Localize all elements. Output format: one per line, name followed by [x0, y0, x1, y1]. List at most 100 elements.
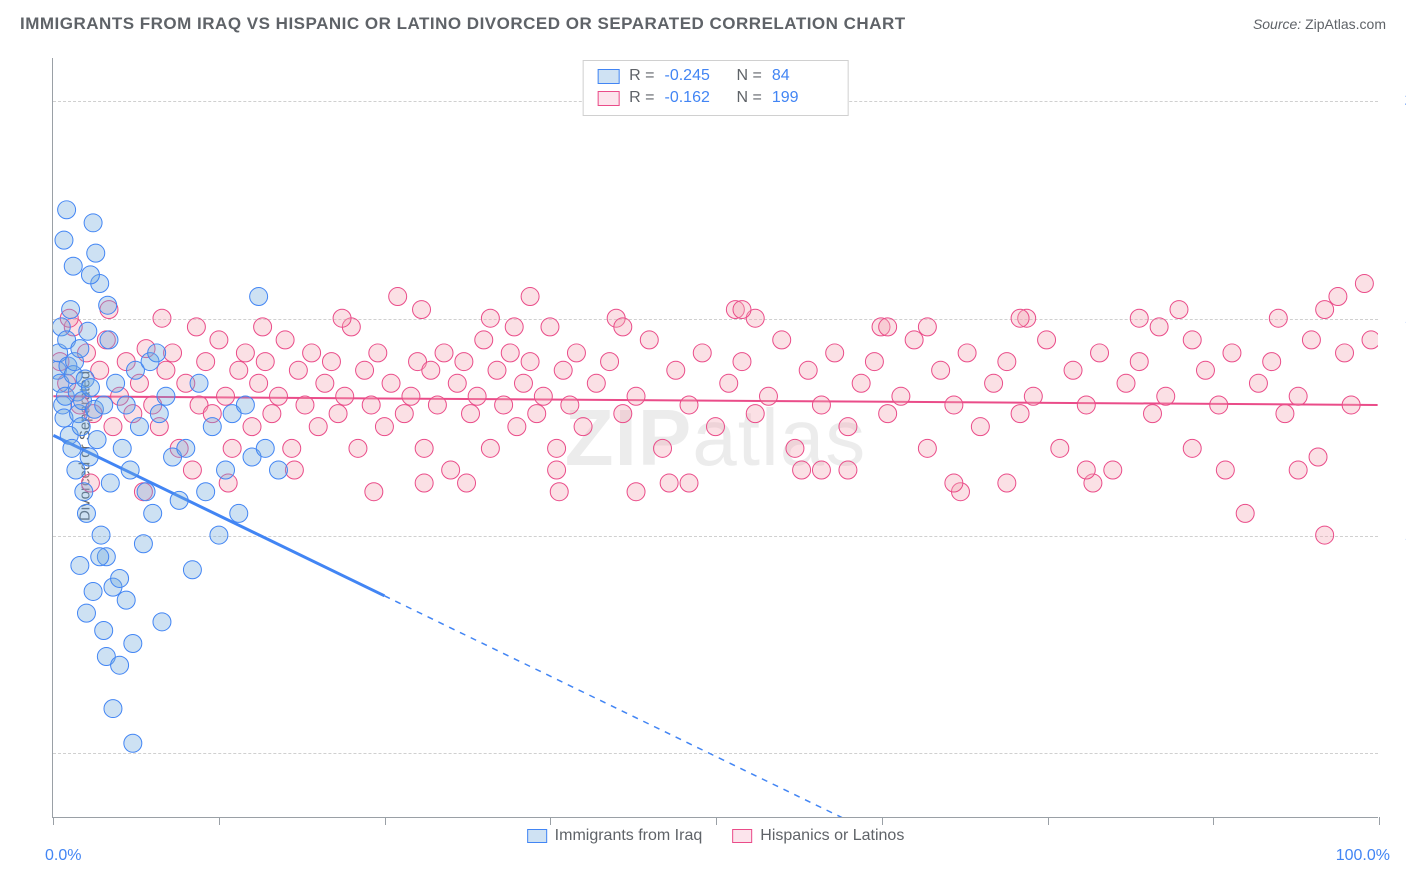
hispanic-point — [1309, 448, 1327, 466]
iraq-point — [99, 296, 117, 314]
hispanic-point — [587, 374, 605, 392]
hispanic-point — [1051, 439, 1069, 457]
hispanic-point — [223, 439, 241, 457]
iraq-point — [134, 535, 152, 553]
iraq-point — [183, 561, 201, 579]
hispanic-point — [263, 405, 281, 423]
hispanic-point — [309, 418, 327, 436]
iraq-point — [144, 504, 162, 522]
hispanic-point — [488, 361, 506, 379]
hispanic-point — [336, 387, 354, 405]
hispanic-point — [1064, 361, 1082, 379]
hispanic-point — [458, 474, 476, 492]
x-tick — [1213, 817, 1214, 825]
hispanic-point — [104, 418, 122, 436]
hispanic-point — [395, 405, 413, 423]
iraq-point — [250, 288, 268, 306]
iraq-point — [84, 214, 102, 232]
hispanic-point — [879, 405, 897, 423]
hispanic-point — [495, 396, 513, 414]
iraq-point — [177, 439, 195, 457]
x-tick — [53, 817, 54, 825]
iraq-point — [124, 635, 142, 653]
hispanic-point — [541, 318, 559, 336]
hispanic-point — [1336, 344, 1354, 362]
hispanic-point — [508, 418, 526, 436]
iraq-point — [113, 439, 131, 457]
hispanic-point — [164, 344, 182, 362]
iraq-point — [80, 448, 98, 466]
hispanic-point — [945, 474, 963, 492]
iraq-point — [62, 301, 80, 319]
hispanic-point — [707, 418, 725, 436]
x-axis-min-label: 0.0% — [45, 847, 81, 865]
iraq-point — [230, 504, 248, 522]
legend-row-iraq: R =-0.245 N =84 — [597, 65, 834, 87]
hispanic-point — [574, 418, 592, 436]
hispanic-point — [210, 331, 228, 349]
hispanic-point — [250, 374, 268, 392]
hispanic-point — [1276, 405, 1294, 423]
hispanic-point — [1077, 461, 1095, 479]
hispanic-point — [428, 396, 446, 414]
series-legend: Immigrants from Iraq Hispanics or Latino… — [527, 827, 905, 845]
hispanic-point — [1302, 331, 1320, 349]
hispanic-point — [1223, 344, 1241, 362]
hispanic-point — [733, 353, 751, 371]
hispanic-point — [481, 309, 499, 327]
hispanic-point — [865, 353, 883, 371]
legend-item-iraq: Immigrants from Iraq — [527, 827, 703, 845]
x-tick — [1379, 817, 1380, 825]
hispanic-point — [415, 474, 433, 492]
hispanic-point — [773, 331, 791, 349]
hispanic-point — [1130, 353, 1148, 371]
hispanic-point — [680, 474, 698, 492]
iraq-point — [203, 418, 221, 436]
hispanic-point — [1289, 461, 1307, 479]
hispanic-point — [256, 353, 274, 371]
hispanic-point — [365, 483, 383, 501]
iraq-point — [217, 461, 235, 479]
hispanic-point — [236, 344, 254, 362]
hispanic-point — [1091, 344, 1109, 362]
hispanic-point — [998, 474, 1016, 492]
iraq-point — [111, 656, 129, 674]
iraq-point — [270, 461, 288, 479]
hispanic-point — [1077, 396, 1095, 414]
iraq-point — [63, 439, 81, 457]
hispanic-point — [349, 439, 367, 457]
hispanic-point — [759, 387, 777, 405]
hispanic-point — [1144, 405, 1162, 423]
hispanic-point — [945, 396, 963, 414]
hispanic-point — [375, 418, 393, 436]
iraq-point — [64, 257, 82, 275]
hispanic-point — [852, 374, 870, 392]
hispanic-point — [468, 387, 486, 405]
hispanic-point — [448, 374, 466, 392]
source-attribution: Source: ZipAtlas.com — [1253, 16, 1386, 32]
hispanic-point — [521, 288, 539, 306]
iraq-point — [153, 613, 171, 631]
hispanic-point — [333, 309, 351, 327]
x-tick — [716, 817, 717, 825]
iraq-trendline — [53, 435, 384, 595]
hispanic-point — [1249, 374, 1267, 392]
hispanic-point — [1104, 461, 1122, 479]
iraq-point — [79, 322, 97, 340]
hispanic-point — [548, 439, 566, 457]
hispanic-point — [243, 418, 261, 436]
hispanic-point — [667, 361, 685, 379]
hispanic-point — [1362, 331, 1378, 349]
x-tick — [385, 817, 386, 825]
hispanic-point — [254, 318, 272, 336]
hispanic-point — [1316, 301, 1334, 319]
hispanic-point — [402, 387, 420, 405]
hispanic-point — [905, 331, 923, 349]
iraq-point — [170, 491, 188, 509]
hispanic-point — [1355, 275, 1373, 293]
hispanic-point — [1170, 301, 1188, 319]
hispanic-point — [1130, 309, 1148, 327]
iraq-point — [101, 474, 119, 492]
hispanic-point — [839, 418, 857, 436]
hispanic-point — [422, 361, 440, 379]
